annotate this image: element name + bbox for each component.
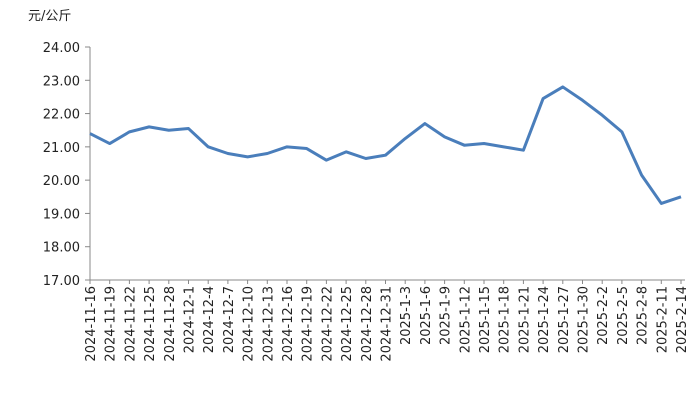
y-tick-label: 24.00 — [43, 41, 80, 56]
x-tick-label: 2025-1-21 — [517, 286, 532, 353]
x-tick-label: 2024-11-25 — [143, 286, 158, 362]
x-tick-label: 2024-12-31 — [380, 286, 395, 362]
x-tick-label: 2024-11-16 — [84, 286, 99, 362]
y-tick-label: 22.00 — [43, 108, 80, 123]
x-tick-label: 2025-1-12 — [458, 286, 473, 353]
x-tick-label: 2025-2-14 — [675, 286, 690, 353]
y-axis-label: 元/公斤 — [28, 9, 71, 24]
x-tick-label: 2025-1-15 — [478, 286, 493, 353]
x-tick-label: 2025-2-2 — [596, 286, 611, 345]
x-tick-label: 2024-12-13 — [261, 286, 276, 362]
x-tick-label: 2024-12-10 — [242, 286, 257, 362]
x-tick-label: 2025-1-6 — [419, 286, 434, 345]
y-tick-label: 19.00 — [43, 207, 80, 222]
x-tick-label: 2024-11-28 — [163, 286, 178, 362]
x-tick-label: 2025-1-3 — [399, 286, 414, 345]
x-tick-label: 2024-12-25 — [340, 286, 355, 362]
x-tick-label: 2024-12-19 — [301, 286, 316, 362]
x-tick-label: 2025-2-5 — [616, 286, 631, 345]
y-tick-label: 17.00 — [43, 274, 80, 289]
y-tick-label: 20.00 — [43, 174, 80, 189]
x-tick-label: 2024-12-1 — [183, 286, 198, 353]
x-tick-label: 2025-1-24 — [537, 286, 552, 353]
x-tick-label: 2024-12-4 — [202, 286, 217, 353]
x-tick-label: 2025-1-9 — [439, 286, 454, 345]
x-tick-label: 2025-2-11 — [655, 286, 670, 353]
x-tick-label: 2025-1-30 — [577, 286, 592, 353]
x-tick-label: 2024-12-22 — [320, 286, 335, 362]
y-tick-label: 21.00 — [43, 141, 80, 156]
y-tick-label: 23.00 — [43, 74, 80, 89]
x-tick-label: 2025-1-18 — [498, 286, 513, 353]
x-tick-label: 2024-12-16 — [281, 286, 296, 362]
x-tick-label: 2025-2-8 — [636, 286, 651, 345]
x-tick-label: 2024-12-28 — [360, 286, 375, 362]
y-tick-label: 18.00 — [43, 241, 80, 256]
line — [89, 85, 682, 205]
x-tick-label: 2024-12-7 — [222, 286, 237, 353]
x-tick-label: 2024-11-22 — [123, 286, 138, 362]
x-tick-label: 2025-1-27 — [557, 286, 572, 353]
x-tick-label: 2024-11-19 — [104, 286, 119, 362]
